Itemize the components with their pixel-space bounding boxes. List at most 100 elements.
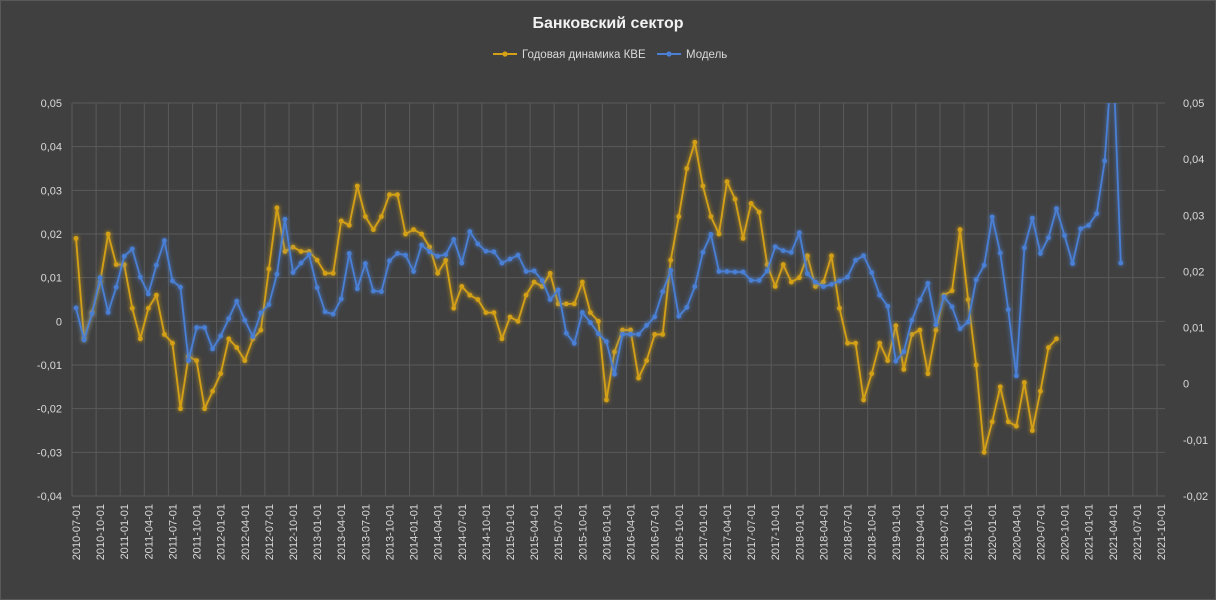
data-point [684,304,690,310]
x-tick-label: 2016-10-01 [674,504,686,560]
x-tick-label: 2010-07-01 [71,504,83,560]
x-tick-label: 2016-07-01 [650,504,662,560]
data-point [346,251,352,256]
data-point [579,310,585,315]
data-point [708,214,714,219]
x-tick-label: 2021-07-01 [1132,504,1144,560]
data-point [499,336,505,342]
data-point [258,310,264,316]
y-right-tick-label: -0,01 [1183,435,1208,447]
data-point [764,268,770,274]
x-tick-label: 2017-10-01 [770,504,782,560]
x-tick-label: 2013-04-01 [336,504,348,560]
data-point [813,284,818,289]
y-left-tick-label: 0,04 [41,142,62,154]
data-point [989,214,995,220]
data-point [676,313,682,319]
x-axis: 2010-07-01 2010-10-01 2011-01-01 2011-04-01… [71,504,1168,560]
data-point [226,316,232,321]
data-point [901,349,907,355]
data-point [338,296,344,302]
data-point [129,246,135,252]
data-point [821,279,826,285]
data-point [748,201,754,206]
data-point [748,278,754,283]
data-point [716,269,722,274]
data-point [1038,388,1043,394]
data-point [684,166,690,171]
data-point [145,291,151,297]
data-point [724,269,730,274]
data-point [547,297,553,302]
data-point [162,332,167,337]
data-point [788,279,794,285]
legend-marker [502,51,508,57]
x-tick-label: 2012-07-01 [264,504,276,560]
data-point [250,334,256,339]
x-tick-label: 2012-01-01 [216,504,228,560]
data-point [563,330,569,336]
data-point [821,284,826,289]
y-right-tick-label: 0 [1183,379,1189,391]
legend: Годовая динамика КВЕ Модель [493,49,727,61]
data-point [515,318,521,324]
data-point [660,289,666,295]
data-point [1046,345,1051,350]
x-tick-label: 2019-07-01 [939,504,951,560]
data-point [467,229,473,234]
x-tick-label: 2014-01-01 [409,504,421,560]
data-point [644,358,650,364]
series-2 [73,103,1124,379]
x-tick-label: 2020-04-01 [1011,504,1023,560]
data-point [925,371,931,377]
y-left-tick-label: 0,05 [41,98,62,110]
data-point [1021,245,1027,251]
data-point [491,310,497,315]
x-tick-label: 2014-04-01 [433,504,445,560]
data-point [314,257,320,263]
data-point [266,302,272,307]
data-point [362,214,368,219]
data-point [885,303,891,309]
x-tick-label: 2020-01-01 [987,504,999,560]
data-point [780,248,786,254]
data-point [845,340,850,346]
data-point [596,318,601,324]
data-point [652,332,658,337]
x-tick-label: 2015-04-01 [529,504,541,560]
y-right-tick-label: 0,01 [1183,323,1204,335]
data-point [845,274,850,280]
data-point [226,336,232,342]
data-point [1102,158,1108,164]
data-point [387,258,392,264]
data-point [379,214,384,219]
data-point [877,340,883,346]
data-point [121,253,127,259]
data-point [1005,307,1011,313]
data-point [338,218,344,224]
data-point [298,260,304,266]
x-tick-label: 2011-10-01 [192,504,204,559]
data-point [909,332,915,337]
data-point [1078,226,1084,232]
y-axis-left: -0,04 -0,03 -0,02 -0,01 0 0,01 0,02 0,03 0,04 0,0… [37,98,62,503]
data-point [218,333,224,339]
data-point [290,244,296,250]
data-point [354,286,360,292]
data-point [893,323,899,329]
data-point [145,305,151,311]
data-point [137,274,143,280]
data-point [804,253,810,259]
data-point [604,339,609,345]
data-point [162,238,167,243]
data-point [306,252,312,257]
data-point [853,340,858,346]
data-point [780,262,786,267]
data-point [740,235,746,241]
data-point [274,271,280,277]
x-tick-label: 2021-04-01 [1108,504,1120,560]
data-point [435,270,441,276]
data-point [330,270,336,276]
data-point [957,227,963,233]
